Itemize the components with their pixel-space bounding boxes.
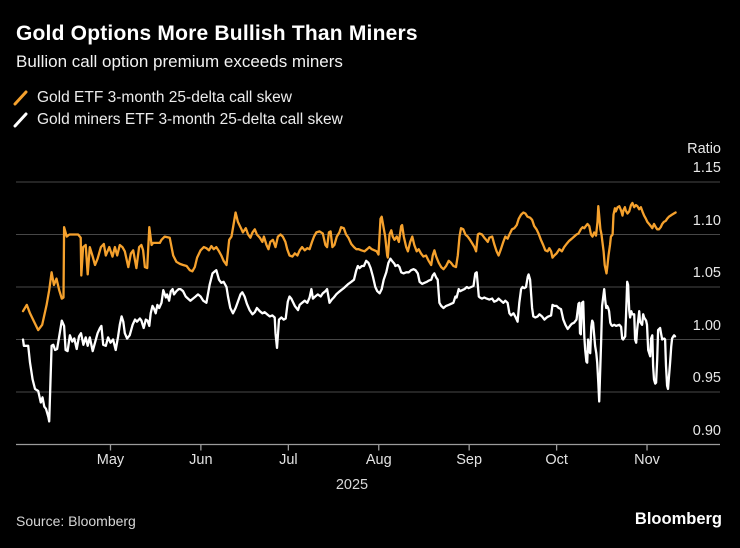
y-axis-tick-label: 1.00 [692,317,721,334]
bloomberg-logo: Bloomberg [634,510,722,528]
series-line [21,257,677,423]
page-title: Gold Options More Bullish Than Miners [16,22,418,45]
y-axis-tick-label: 0.95 [692,370,721,386]
x-axis-tick-label: Nov [634,452,660,468]
x-axis-tick-label: Oct [545,452,568,468]
x-axis-tick-label: Jul [279,452,298,468]
source-note: Source: Bloomberg [16,513,136,529]
legend: Gold ETF 3-month 25-delta call skew Gold… [12,87,343,131]
legend-label-gold-etf: Gold ETF 3-month 25-delta call skew [37,89,292,106]
x-axis-tick-label: Sep [456,452,483,468]
y-axis-tick-label: 1.15 [692,160,721,176]
legend-item-gold-etf: Gold ETF 3-month 25-delta call skew [12,87,343,109]
chart-subtitle: Bullion call option premium exceeds mine… [16,52,343,71]
miners-etf-line-swatch-icon [13,112,28,128]
series-line [21,201,677,332]
x-axis-year-label: 2025 [335,477,369,493]
legend-item-miners-etf: Gold miners ETF 3-month 25-delta call sk… [12,109,343,131]
legend-label-miners-etf: Gold miners ETF 3-month 25-delta call sk… [37,111,343,128]
y-axis-tick-label: 0.90 [692,422,721,439]
y-axis-tick-label: 1.05 [692,265,721,281]
x-axis-tick-label: May [96,452,125,468]
x-axis-tick-label: Aug [365,452,392,468]
y-axis-tick-label: 1.10 [692,212,721,229]
gold-etf-line-swatch-icon [13,90,28,106]
y-axis-unit-label: Ratio [687,141,721,157]
x-axis-tick-label: Jun [189,452,213,468]
